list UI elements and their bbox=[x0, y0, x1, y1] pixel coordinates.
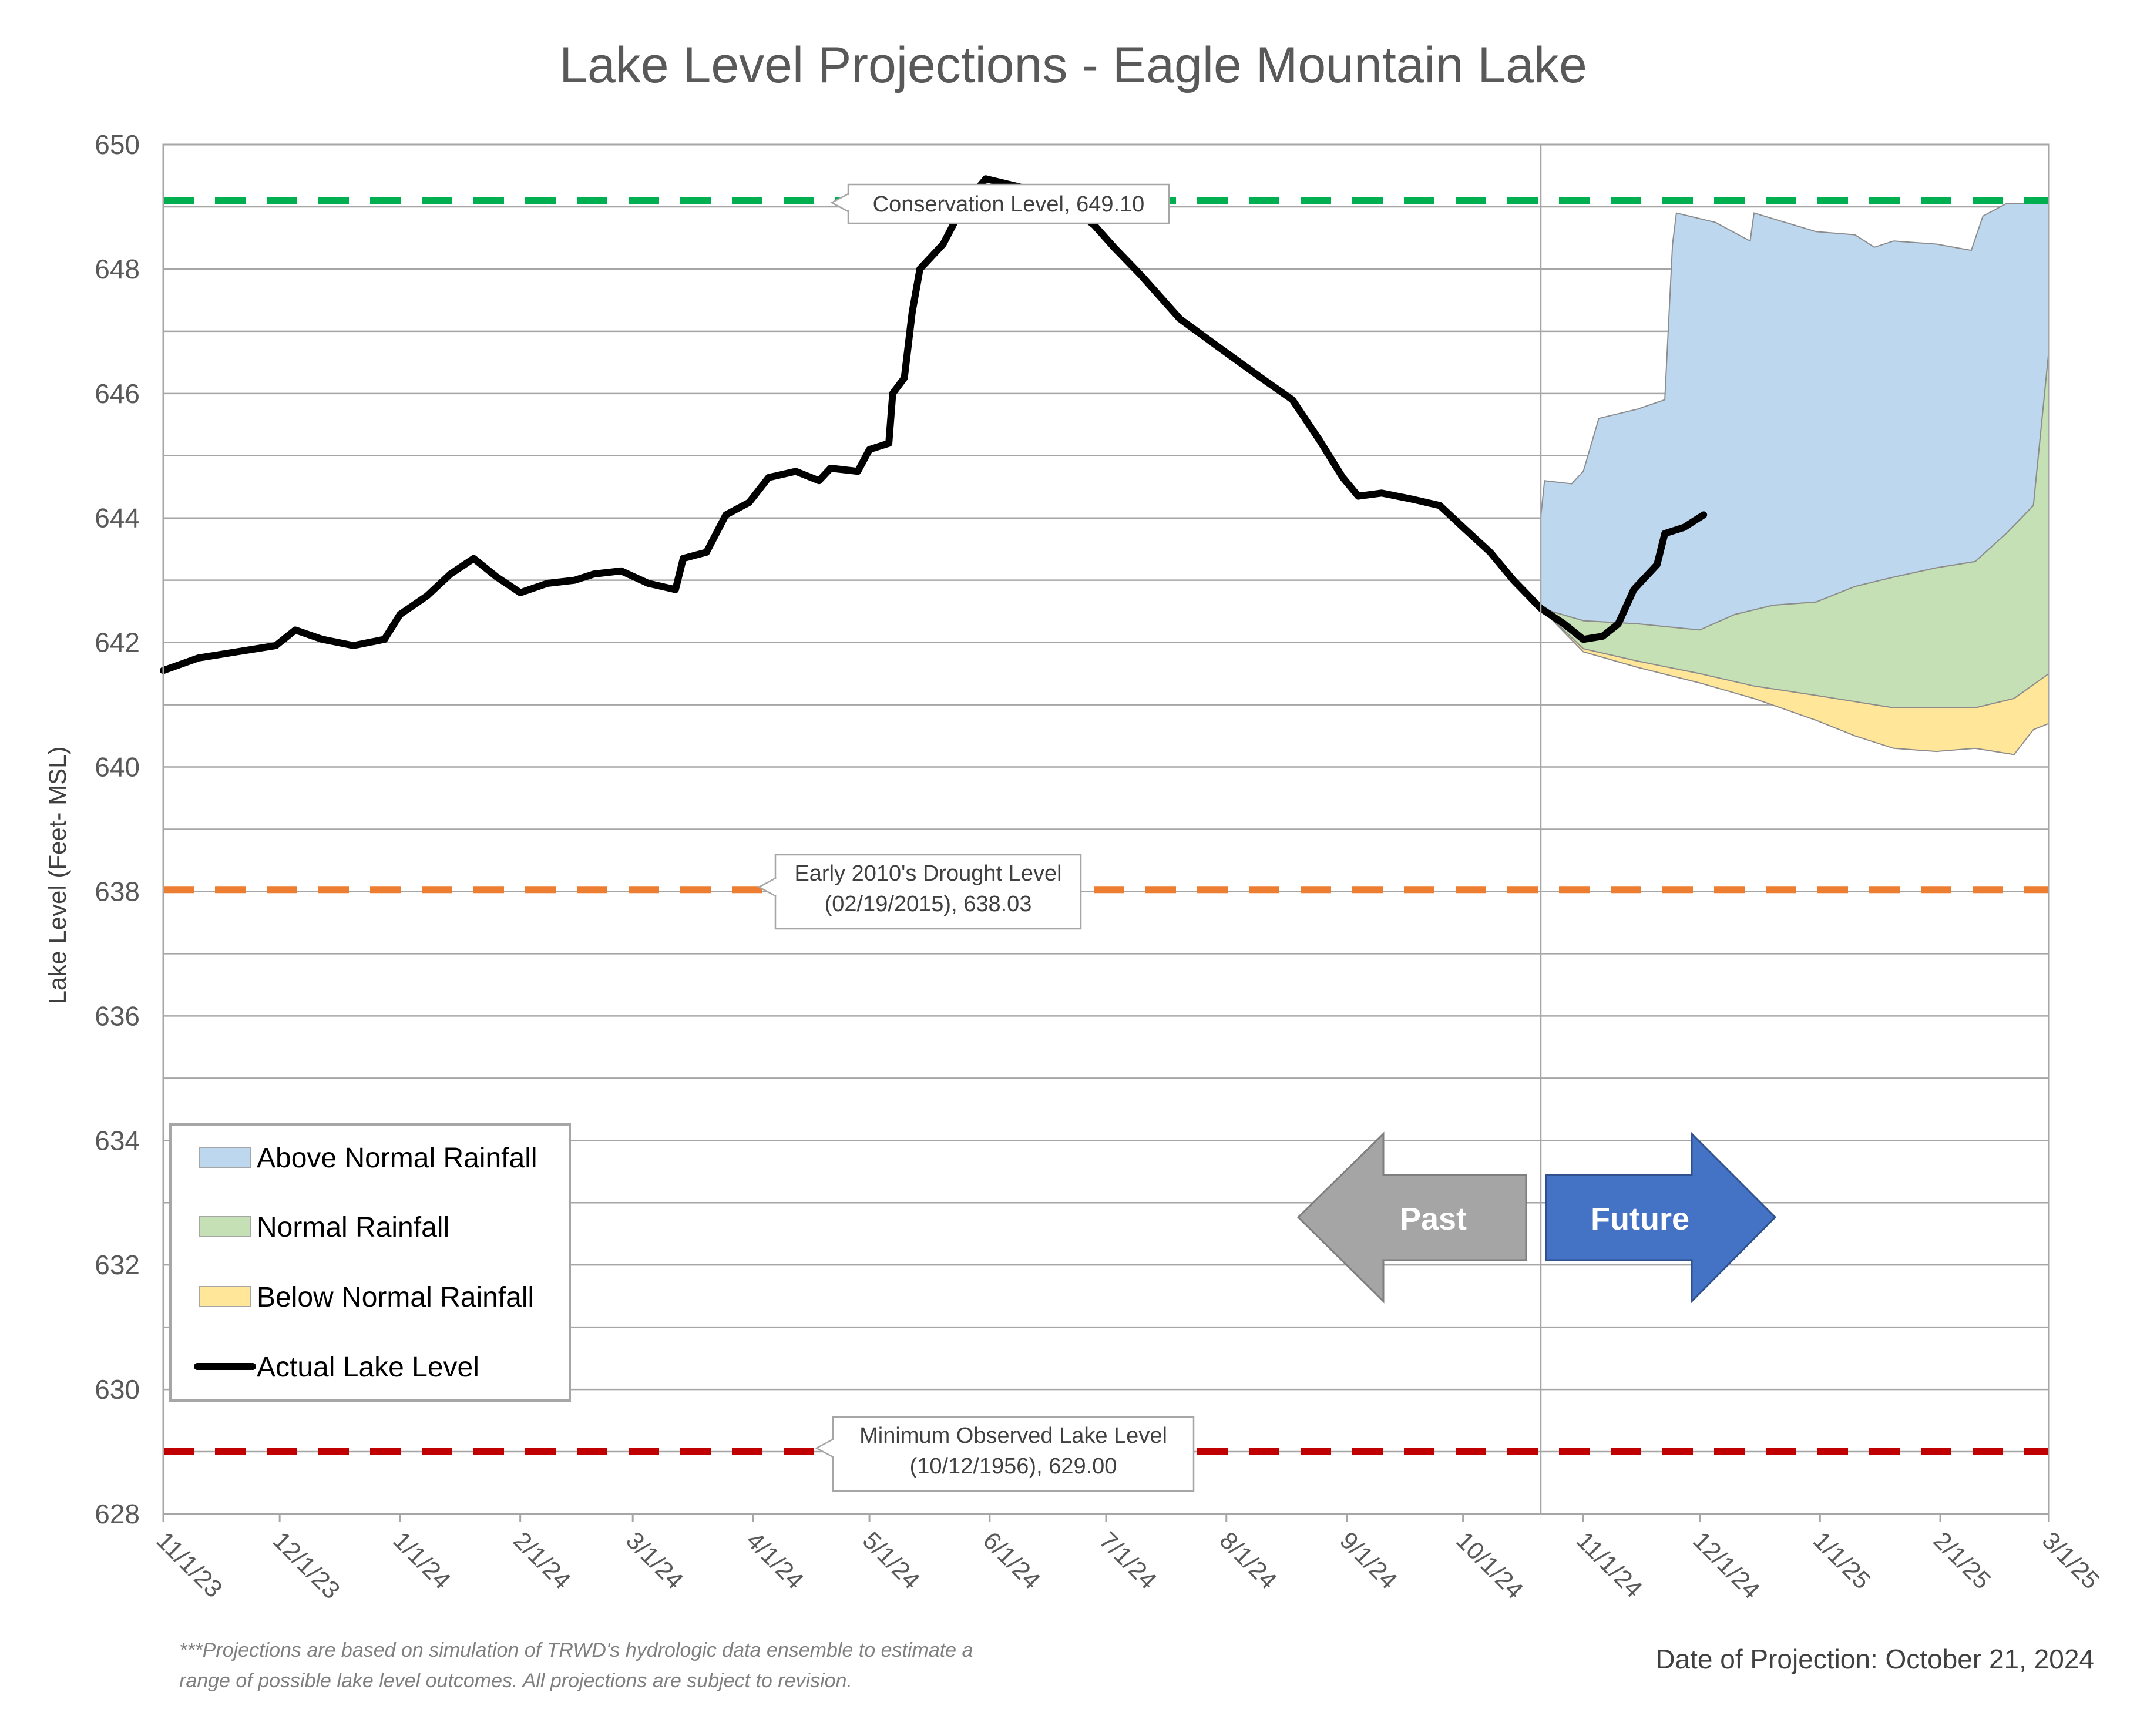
legend-swatch bbox=[199, 1147, 251, 1168]
y-tick-label: 650 bbox=[95, 129, 140, 160]
past-future-arrows: Past Future bbox=[1296, 1131, 1777, 1304]
future-arrow-label: Future bbox=[1591, 1201, 1689, 1237]
y-tick-label: 636 bbox=[95, 1000, 140, 1031]
y-tick-label: 632 bbox=[95, 1250, 140, 1280]
y-tick-label: 640 bbox=[95, 752, 140, 783]
legend-swatch bbox=[199, 1216, 251, 1237]
legend-swatch bbox=[199, 1286, 251, 1307]
past-arrow-label: Past bbox=[1400, 1201, 1467, 1237]
projection-bands bbox=[1540, 203, 2049, 755]
actual-lake-level-line bbox=[160, 175, 1708, 674]
callout-text: Conservation Level, 649.10 bbox=[873, 192, 1145, 217]
y-tick-label: 642 bbox=[95, 627, 140, 658]
callout-box bbox=[832, 1416, 1195, 1492]
callout-text: Minimum Observed Lake Level bbox=[859, 1423, 1167, 1448]
y-tick-label: 634 bbox=[95, 1125, 140, 1156]
reference-callouts: Conservation Level, 649.10 Early 2010's D… bbox=[757, 183, 1195, 1492]
footnote-line-1: ***Projections are based on simulation o… bbox=[179, 1639, 973, 1661]
past-arrow bbox=[1296, 1131, 1527, 1304]
y-tick-label: 630 bbox=[95, 1374, 140, 1405]
y-tick-label: 628 bbox=[95, 1499, 140, 1529]
chart-title: Lake Level Projections - Eagle Mountain … bbox=[559, 37, 1587, 93]
y-tick-label: 638 bbox=[95, 876, 140, 906]
callout-box bbox=[774, 854, 1082, 930]
legend: Above Normal Rainfall Normal Rainfall Belo… bbox=[169, 1123, 571, 1402]
callout-text: (02/19/2015), 638.03 bbox=[825, 892, 1032, 916]
footnote-line-2: range of possible lake level outcomes. A… bbox=[179, 1670, 852, 1692]
legend-label: Below Normal Rainfall bbox=[257, 1282, 534, 1313]
callout-text: Early 2010's Drought Level bbox=[794, 861, 1061, 886]
legend-label: Normal Rainfall bbox=[257, 1212, 449, 1243]
callout-text: (10/12/1956), 629.00 bbox=[910, 1454, 1117, 1479]
projection-date: Date of Projection: October 21, 2024 bbox=[1655, 1644, 2094, 1674]
y-axis-label: Lake Level (Feet- MSL) bbox=[43, 747, 71, 1005]
legend-label: Actual Lake Level bbox=[257, 1352, 479, 1383]
actual-level-line bbox=[160, 175, 1708, 674]
y-tick-label: 644 bbox=[95, 503, 140, 533]
y-tick-label: 646 bbox=[95, 378, 140, 409]
legend-box bbox=[169, 1123, 571, 1402]
future-arrow bbox=[1545, 1131, 1777, 1304]
legend-label: Above Normal Rainfall bbox=[257, 1143, 537, 1174]
y-tick-label: 648 bbox=[95, 254, 140, 284]
